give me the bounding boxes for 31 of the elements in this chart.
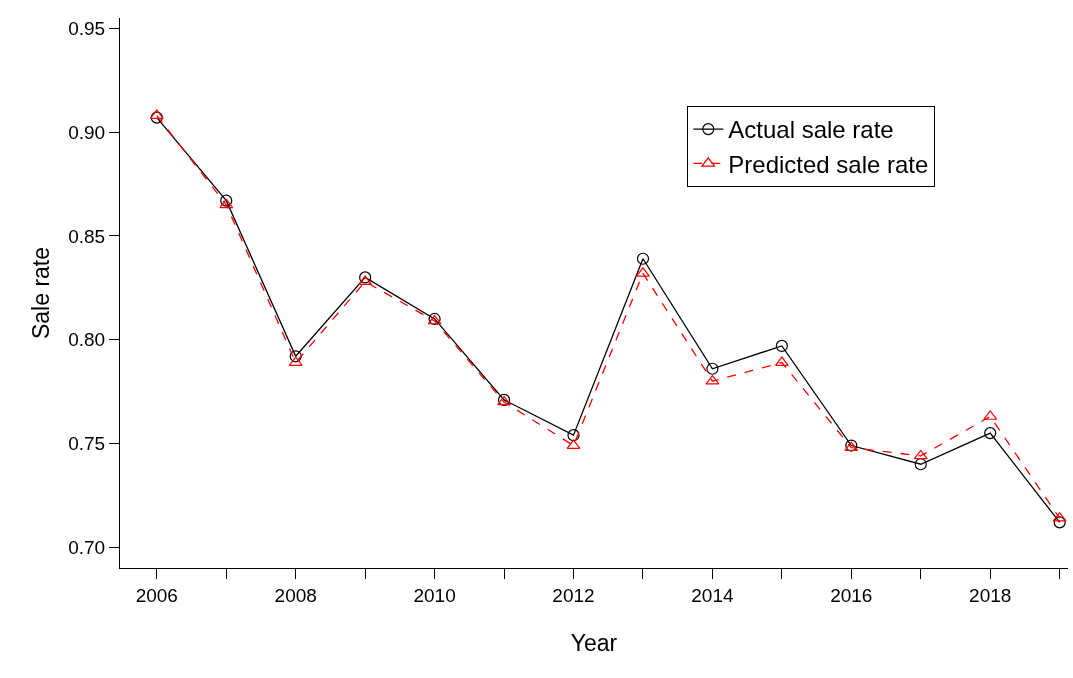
point — [1053, 516, 1066, 529]
point — [636, 252, 650, 265]
point — [220, 194, 233, 207]
point — [984, 426, 997, 440]
point — [289, 350, 302, 363]
y-axis-title: Sale rate — [27, 246, 54, 340]
x-tick-label: 2006 — [135, 584, 178, 606]
y-tick-label: 0.80 — [68, 329, 106, 351]
y-tick-label: 0.90 — [68, 121, 106, 143]
x-tick-label: 2016 — [830, 584, 873, 606]
x-tick-label: 2012 — [552, 584, 595, 606]
y-tick-label: 0.70 — [68, 536, 106, 558]
point — [567, 429, 580, 442]
point — [913, 449, 928, 460]
x-tick-label: 2008 — [274, 584, 317, 606]
x-tick-label: 2018 — [969, 584, 1012, 606]
legend-label: Actual sale rate — [728, 116, 894, 144]
y-tick-label: 0.85 — [68, 225, 106, 247]
x-tick-label: 2010 — [413, 584, 456, 606]
x-tick-label: 2014 — [691, 584, 734, 606]
legend-label: Predicted sale rate — [728, 150, 929, 178]
point — [706, 362, 719, 375]
point — [219, 198, 234, 209]
point — [636, 267, 650, 277]
point — [359, 271, 372, 284]
point — [775, 339, 788, 353]
y-tick-label: 0.75 — [68, 433, 106, 455]
y-tick-label: 0.95 — [68, 18, 106, 40]
point — [150, 111, 163, 124]
x-axis-title: Year — [570, 630, 618, 657]
point — [914, 458, 927, 471]
